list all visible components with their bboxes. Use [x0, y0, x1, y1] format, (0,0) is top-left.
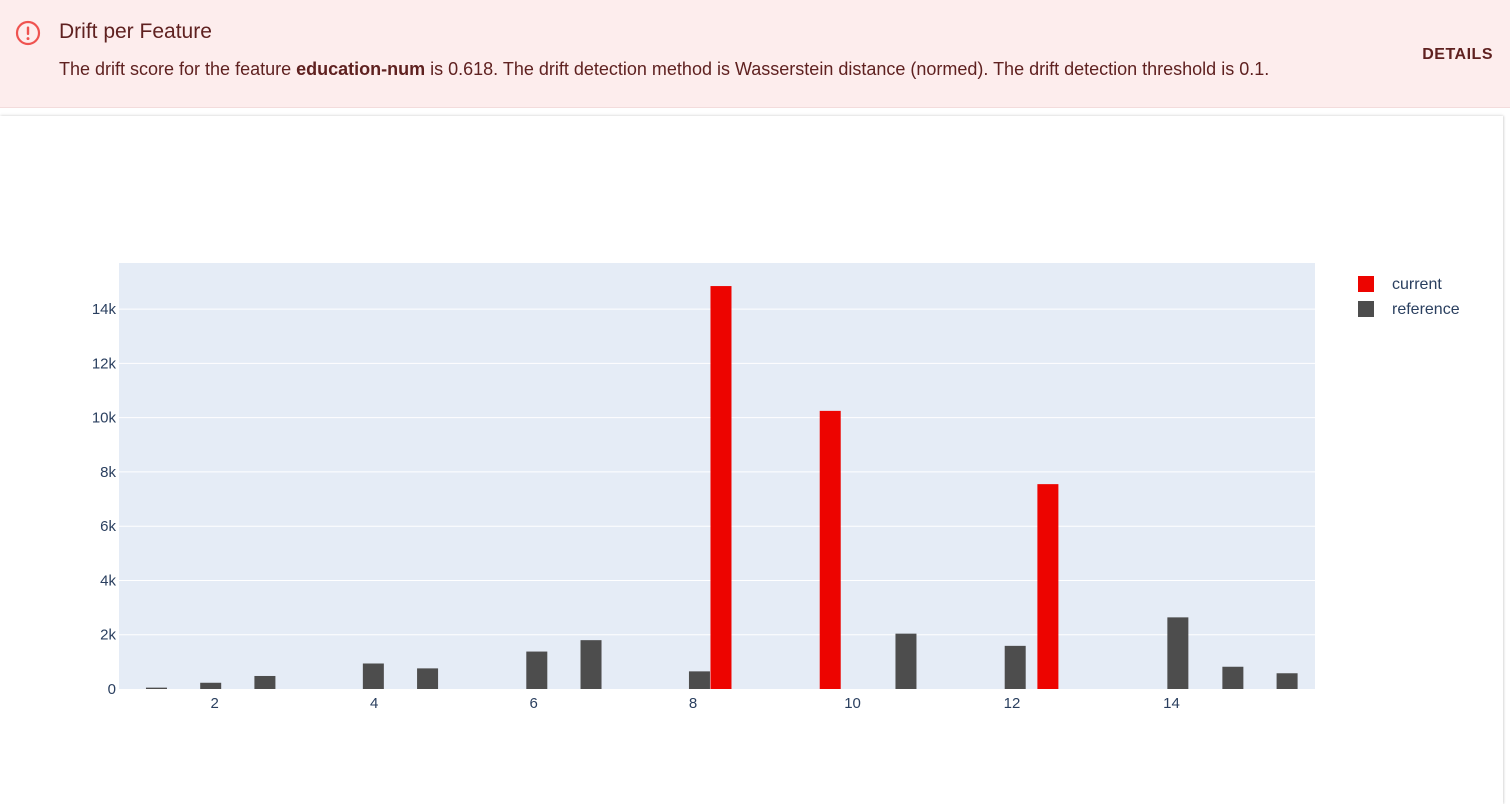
bar-current[interactable] — [710, 286, 732, 689]
x-tick-label: 2 — [211, 695, 219, 712]
x-tick-label: 14 — [1163, 695, 1180, 712]
y-tick-label: 8k — [100, 464, 116, 481]
bar-reference[interactable] — [895, 633, 917, 689]
y-tick-label: 0 — [108, 681, 116, 698]
bar-reference[interactable] — [580, 640, 602, 689]
bar-reference[interactable] — [362, 663, 384, 689]
drift-alert: Drift per Feature The drift score for th… — [0, 0, 1510, 108]
legend-swatch-current[interactable] — [1358, 276, 1374, 292]
error-outline-icon — [15, 20, 41, 46]
legend-label-reference[interactable]: reference — [1392, 301, 1460, 318]
bar-reference[interactable] — [1167, 617, 1189, 689]
y-tick-label: 14k — [92, 301, 117, 318]
chart-panel: 2 4 6 8 10 12 14 0 2k 4k 6k 8k 10k 12k 14k current ref… — [0, 116, 1503, 804]
y-tick-label: 12k — [92, 355, 117, 372]
x-tick-label: 10 — [844, 695, 861, 712]
y-tick-label: 6k — [100, 518, 116, 535]
y-tick-label: 4k — [100, 572, 116, 589]
x-tick-label: 8 — [689, 695, 697, 712]
alert-message: The drift score for the feature educatio… — [59, 59, 1269, 80]
feature-name: education-num — [296, 59, 426, 79]
x-tick-label: 12 — [1004, 695, 1021, 712]
y-axis-ticks: 0 2k 4k 6k 8k 10k 12k 14k — [92, 301, 117, 698]
bar-reference[interactable] — [417, 668, 439, 689]
drift-histogram-chart: 2 4 6 8 10 12 14 0 2k 4k 6k 8k 10k 12k 14k current ref… — [92, 263, 1460, 712]
bar-reference[interactable] — [688, 671, 710, 689]
x-tick-label: 6 — [529, 695, 537, 712]
y-tick-label: 2k — [100, 627, 116, 644]
message-prefix: The drift score for the feature — [59, 59, 297, 79]
bar-current[interactable] — [1037, 484, 1059, 689]
legend-swatch-reference[interactable] — [1358, 301, 1374, 317]
bar-current[interactable] — [819, 410, 841, 689]
bar-reference[interactable] — [526, 651, 548, 689]
bar-reference[interactable] — [1222, 666, 1244, 689]
bar-reference[interactable] — [1276, 673, 1298, 689]
bar-reference[interactable] — [254, 675, 276, 689]
bar-reference[interactable] — [145, 687, 167, 689]
bar-reference[interactable] — [1004, 645, 1026, 689]
message-suffix: is 0.618. The drift detection method is … — [425, 59, 1270, 79]
alert-title: Drift per Feature — [59, 20, 212, 43]
bar-reference[interactable] — [200, 682, 222, 689]
details-button[interactable]: DETAILS — [1422, 46, 1493, 63]
x-tick-label: 4 — [370, 695, 378, 712]
y-tick-label: 10k — [92, 410, 117, 427]
legend-label-current[interactable]: current — [1392, 276, 1442, 293]
x-axis-ticks: 2 4 6 8 10 12 14 — [211, 695, 1180, 712]
legend[interactable]: current reference — [1358, 276, 1460, 318]
bars — [145, 286, 1298, 689]
